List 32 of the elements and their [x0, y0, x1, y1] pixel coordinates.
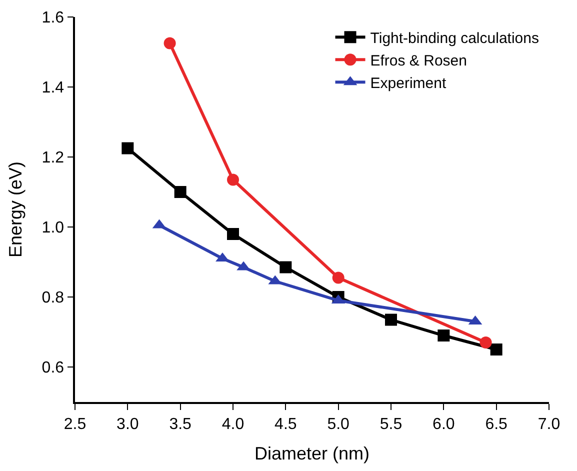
x-tick-label: 2.5 — [64, 416, 86, 433]
point — [174, 186, 186, 198]
point — [122, 142, 134, 154]
x-tick-label: 5.5 — [380, 416, 402, 433]
y-tick-label: 1.0 — [42, 220, 64, 237]
x-tick-label: 6.5 — [485, 416, 508, 433]
x-tick-label: 4.5 — [274, 416, 297, 433]
y-tick-label: 0.8 — [42, 290, 64, 307]
y-tick-label: 1.6 — [42, 10, 64, 27]
legend-label: Tight-binding calculations — [370, 30, 539, 47]
point — [164, 37, 176, 50]
point — [227, 174, 239, 186]
point — [332, 272, 344, 284]
point — [227, 228, 239, 240]
y-tick-label: 1.2 — [42, 150, 64, 167]
point — [385, 314, 397, 326]
x-tick-label: 5.0 — [327, 416, 350, 433]
y-tick-label: 1.4 — [42, 80, 64, 97]
x-tick-label: 3.5 — [169, 416, 192, 433]
legend-label: Experiment — [370, 74, 447, 92]
x-tick-label: 7.0 — [538, 416, 560, 433]
point — [438, 330, 450, 342]
x-tick-label: 3.0 — [116, 416, 139, 433]
legend-label: Efros & Rosen — [370, 52, 467, 70]
x-tick-label: 6.0 — [432, 416, 455, 433]
point — [480, 336, 492, 348]
x-tick-label: 4.0 — [222, 416, 244, 433]
point — [280, 261, 292, 274]
y-tick-label: 0.6 — [42, 360, 64, 377]
x-axis-title: Diameter (nm) — [254, 444, 370, 464]
point — [490, 344, 502, 356]
y-axis-title: Energy (eV) — [6, 161, 26, 258]
